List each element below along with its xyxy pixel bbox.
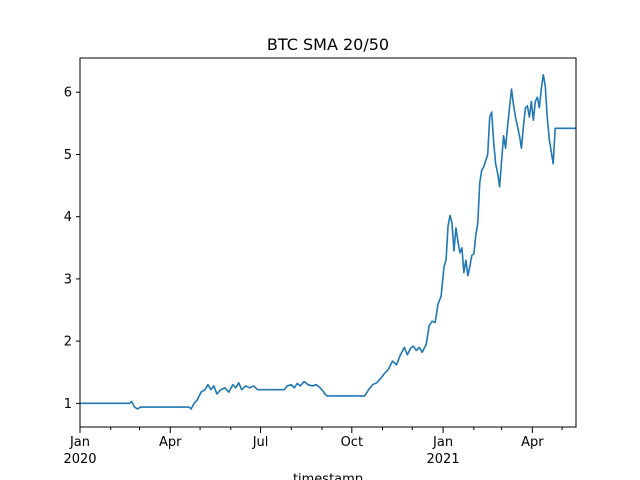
x-tick-label: Jan	[432, 435, 453, 450]
x-tick-label: Apr	[521, 435, 544, 450]
y-tick-label: 6	[64, 86, 72, 101]
plot-area	[80, 74, 576, 410]
y-tick-label: 5	[64, 148, 72, 163]
y-tick-label: 4	[64, 210, 72, 225]
x-tick-year-label: 2021	[427, 452, 460, 467]
x-tick-year-label: 2020	[63, 452, 96, 467]
x-tick-label: Jan	[69, 435, 90, 450]
y-tick-label: 2	[64, 335, 72, 350]
x-tick-label: Jul	[252, 435, 269, 450]
axis-ticks: 1 2 3 4 5 6 Jan 2020 Apr Jul Oct Jan 2021 Apr	[63, 86, 563, 467]
x-tick-label: Apr	[159, 435, 182, 450]
x-axis-label: timestamp	[293, 472, 363, 480]
y-tick-label: 3	[64, 272, 72, 287]
y-tick-label: 1	[64, 397, 72, 412]
series-line-0	[80, 74, 576, 410]
x-tick-label: Oct	[341, 435, 363, 450]
axes-frame	[79, 57, 577, 428]
chart-title: BTC SMA 20/50	[267, 35, 389, 54]
